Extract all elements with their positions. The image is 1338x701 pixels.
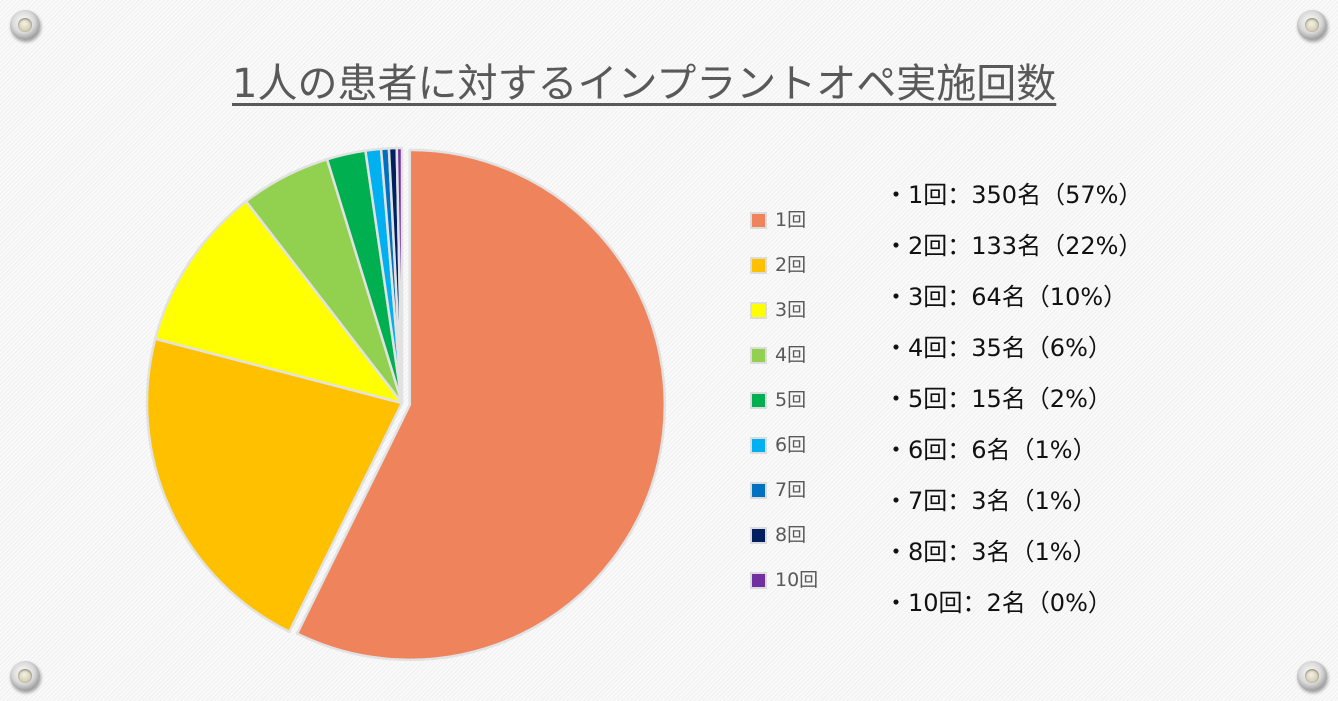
legend-label: 6回: [775, 434, 807, 456]
pie-slice-3回: [153, 200, 404, 405]
legend-item-2: 2回: [750, 241, 818, 286]
stats-list: ・1回：350名（57%） ・2回：133名（22%） ・3回：64名（10%）…: [884, 170, 1142, 629]
pie-slice-10回: [395, 146, 404, 405]
legend-label: 1回: [775, 209, 807, 231]
legend-swatch: [750, 392, 767, 409]
stat-line-2: ・2回：133名（22%）: [884, 232, 1143, 260]
legend-item-1: 1回: [750, 196, 818, 241]
legend-swatch: [750, 437, 767, 454]
legend-item-7: 7回: [750, 466, 818, 511]
stat-line-7: ・7回：3名（1%）: [884, 487, 1097, 515]
stat-line-5: ・5回：15名（2%）: [884, 385, 1112, 413]
chart-title: 1人の患者に対するインプラントオペ実施回数: [232, 61, 1057, 107]
pushpin-bottom-right: [1297, 661, 1327, 691]
legend-item-10: 10回: [750, 556, 819, 601]
pie-slice-1回: [295, 148, 667, 662]
legend-label: 4回: [775, 344, 807, 366]
stat-line-6: ・6回：6名（1%）: [884, 436, 1097, 464]
legend-label: 10回: [775, 569, 819, 591]
legend-swatch: [750, 212, 767, 229]
legend-swatch: [750, 347, 767, 364]
legend-swatch: [750, 257, 767, 274]
legend-label: 2回: [775, 254, 807, 276]
stat-line-1: ・1回：350名（57%）: [884, 181, 1143, 209]
pushpin-top-left: [10, 10, 40, 40]
legend-swatch: [750, 482, 767, 499]
legend-label: 3回: [775, 299, 807, 321]
legend-label: 8回: [775, 524, 807, 546]
stat-line-3: ・3回：64名（10%）: [884, 283, 1128, 311]
chart-legend: 1回 2回 3回 4回 5回 6回 7回 8回 10回: [750, 196, 819, 601]
legend-item-5: 5回: [750, 376, 818, 421]
pushpin-top-right: [1297, 10, 1327, 40]
legend-swatch: [750, 527, 767, 544]
stat-line-4: ・4回：35名（6%）: [884, 334, 1112, 362]
legend-item-6: 6回: [750, 421, 818, 466]
pie-slices: [145, 146, 667, 662]
pie-slice-2回: [145, 337, 404, 634]
stat-line-10: ・10回：2名（0%）: [884, 589, 1112, 617]
legend-label: 7回: [775, 479, 807, 501]
legend-item-4: 4回: [750, 331, 818, 376]
legend-label: 5回: [775, 389, 807, 411]
legend-swatch: [750, 572, 767, 589]
legend-item-8: 8回: [750, 511, 818, 556]
stat-line-8: ・8回：3名（1%）: [884, 538, 1097, 566]
legend-item-3: 3回: [750, 286, 818, 331]
pushpin-bottom-left: [10, 661, 40, 691]
legend-swatch: [750, 302, 767, 319]
